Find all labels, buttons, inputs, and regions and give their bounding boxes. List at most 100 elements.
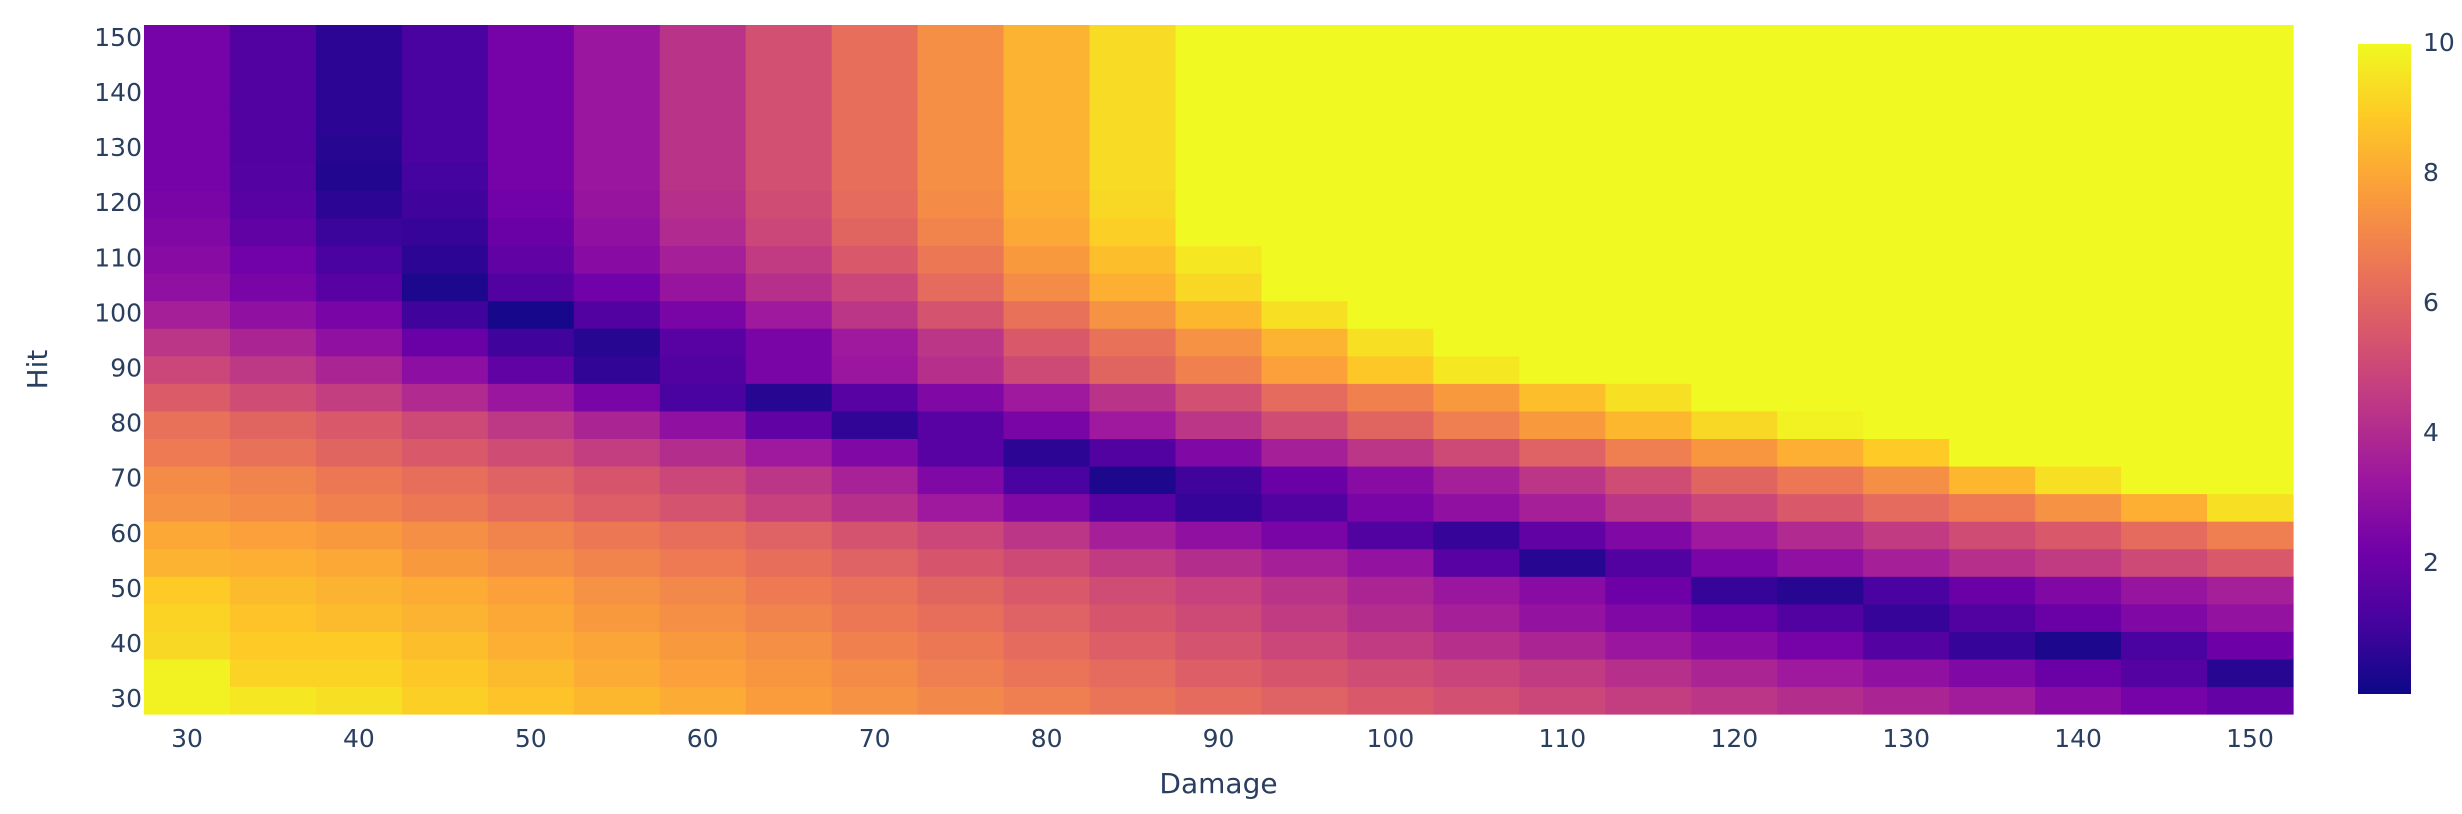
heatmap-cell — [1261, 576, 1349, 605]
heatmap-cell — [1347, 162, 1434, 191]
heatmap-cell — [401, 273, 489, 302]
heatmap-cell — [1691, 548, 1778, 577]
heatmap-cell — [1863, 548, 1950, 577]
heatmap-cell — [487, 52, 575, 81]
heatmap-cell — [1691, 245, 1778, 274]
colorbar-ticks: 2 4 6 8 10 — [2423, 28, 2455, 577]
heatmap-cell — [144, 686, 231, 715]
heatmap-cell — [1605, 217, 1692, 247]
heatmap-cell — [487, 217, 575, 247]
heatmap-cell — [315, 521, 403, 550]
heatmap-cell — [1261, 217, 1349, 247]
heatmap-cell — [1605, 576, 1692, 605]
heatmap-cell — [573, 245, 661, 274]
heatmap-cell — [1261, 273, 1349, 302]
heatmap-cell — [1003, 576, 1091, 605]
heatmap-cell — [1691, 658, 1778, 688]
heatmap-cell — [1433, 245, 1520, 274]
heatmap-cell — [144, 548, 231, 577]
heatmap-cell — [1605, 273, 1692, 302]
heatmap-cell — [2121, 410, 2208, 439]
heatmap-cell — [1089, 355, 1177, 384]
heatmap-cell — [2121, 383, 2208, 412]
heatmap-cell — [1175, 273, 1263, 302]
heatmap-cell — [1175, 135, 1263, 164]
heatmap-cell — [2035, 355, 2122, 384]
heatmap-cell — [1089, 548, 1177, 577]
heatmap-cell — [487, 25, 575, 54]
heatmap-cell — [1347, 438, 1434, 467]
heatmap-cell — [1347, 217, 1434, 247]
heatmap-cell — [1347, 383, 1434, 412]
heatmap-cell — [315, 80, 403, 109]
heatmap-cell — [229, 190, 317, 219]
x-axis-title: Damage — [1159, 767, 1277, 800]
heatmap-cell — [831, 410, 919, 439]
heatmap-cell — [2035, 465, 2122, 495]
heatmap-cell — [917, 383, 1005, 412]
heatmap-cell — [1605, 410, 1692, 439]
x-tick-label: 80 — [1031, 724, 1063, 753]
heatmap-cell — [229, 25, 317, 54]
heatmap-cell — [1261, 493, 1349, 522]
heatmap-cell — [1605, 383, 1692, 412]
heatmap-cell — [1863, 135, 1950, 164]
heatmap-cell — [1433, 658, 1520, 688]
heatmap-cell — [1949, 355, 2036, 384]
heatmap-cell — [229, 217, 317, 247]
heatmap-cell — [1089, 383, 1177, 412]
heatmap-cell — [1777, 383, 1864, 412]
heatmap-cell — [745, 465, 833, 495]
heatmap-cell — [1691, 410, 1778, 439]
x-tick-label: 130 — [1882, 724, 1930, 753]
heatmap-cell — [229, 658, 317, 688]
heatmap-cell — [1949, 603, 2036, 632]
heatmap-cell — [1347, 190, 1434, 219]
heatmap-cell — [2207, 52, 2294, 81]
heatmap-cell — [1777, 465, 1864, 495]
heatmap-cell — [1003, 465, 1091, 495]
colorbar-tick-label: 8 — [2423, 158, 2439, 187]
heatmap-cell — [831, 355, 919, 384]
heatmap-cell — [573, 576, 661, 605]
heatmap-cell — [1433, 465, 1520, 495]
heatmap-cell — [917, 273, 1005, 302]
heatmap-cell — [745, 162, 833, 191]
heatmap-cell — [1003, 52, 1091, 81]
heatmap-cell — [1003, 162, 1091, 191]
heatmap-cell — [487, 328, 575, 357]
heatmap-cell — [745, 383, 833, 412]
heatmap-cell — [659, 52, 747, 81]
heatmap-cell — [2035, 328, 2122, 357]
heatmap-cell — [1949, 493, 2036, 522]
heatmap-cell — [573, 162, 661, 191]
heatmap-cell — [487, 383, 575, 412]
heatmap-cell — [1605, 438, 1692, 467]
heatmap-cell — [1261, 355, 1349, 384]
heatmap-cell — [1175, 162, 1263, 191]
heatmap-cell — [401, 686, 489, 715]
heatmap-cell — [1175, 686, 1263, 715]
x-tick-label: 70 — [859, 724, 891, 753]
heatmap-cell — [1519, 631, 1606, 660]
heatmap-cell — [917, 548, 1005, 577]
heatmap-cell — [745, 576, 833, 605]
heatmap-cell — [1003, 217, 1091, 247]
heatmap-cell — [1605, 603, 1692, 632]
heatmap-cell — [229, 465, 317, 495]
heatmap-cell — [1777, 603, 1864, 632]
heatmap-cell — [2121, 521, 2208, 550]
heatmap-cell — [573, 658, 661, 688]
y-tick-label: 60 — [110, 519, 142, 548]
heatmap-cell — [745, 25, 833, 54]
heatmap-cell — [1863, 107, 1950, 136]
heatmap-cell — [1175, 328, 1263, 357]
heatmap-cell — [1863, 245, 1950, 274]
heatmap-cell — [144, 300, 231, 329]
heatmap-cell — [917, 355, 1005, 384]
heatmap-cell — [1519, 328, 1606, 357]
heatmap-cell — [2207, 273, 2294, 302]
heatmap-cell — [573, 465, 661, 495]
colorbar-tick-label: 2 — [2423, 548, 2439, 577]
heatmap-cell — [831, 658, 919, 688]
